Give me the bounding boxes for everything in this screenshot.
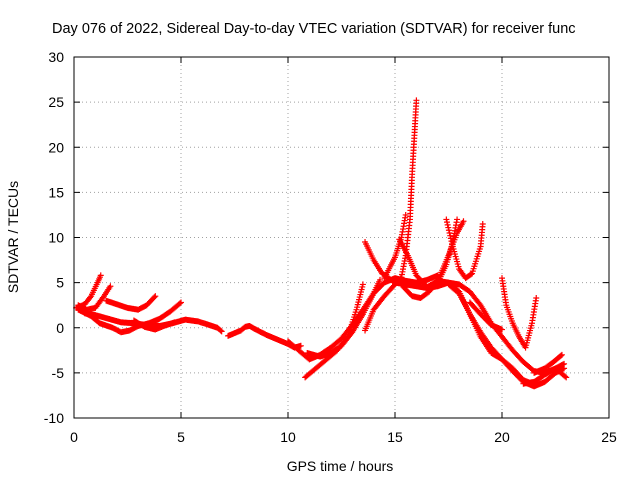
plus-markers	[443, 216, 486, 282]
series-arc-19	[466, 299, 505, 333]
series-layer	[73, 97, 570, 390]
y-tick-label: 25	[48, 94, 64, 110]
series-arc-22	[520, 365, 570, 387]
series-arc-4	[103, 293, 159, 313]
y-axis-label: SDTVAR / TECUs	[5, 181, 21, 293]
y-tick-label: -10	[44, 410, 64, 426]
series-arc-6	[130, 317, 178, 333]
x-tick-label: 20	[494, 429, 510, 445]
series-arc-8	[302, 281, 366, 381]
plus-markers	[499, 275, 540, 351]
y-tick-label: 20	[48, 139, 64, 155]
plus-markers	[103, 293, 159, 313]
series-arc-12	[362, 97, 420, 334]
series-arc-10	[304, 276, 384, 360]
x-tick-label: 15	[387, 429, 403, 445]
chart-title: Day 076 of 2022, Sidereal Day-to-day VTE…	[52, 21, 576, 37]
tick-layer: 0 5 10 15 20 25 -10 -5 0 5 10 15 20 25 30	[44, 49, 617, 445]
y-tick-label: 5	[56, 275, 64, 291]
x-tick-label: 10	[280, 429, 296, 445]
x-tick-label: 5	[177, 429, 185, 445]
plus-markers	[130, 317, 178, 333]
x-tick-label: 0	[70, 429, 78, 445]
plus-markers	[302, 281, 366, 381]
plus-markers	[445, 281, 568, 390]
y-tick-label: 15	[48, 184, 64, 200]
x-axis-label: GPS time / hours	[287, 458, 394, 474]
y-tick-label: 10	[48, 230, 64, 246]
y-tick-label: 30	[48, 49, 64, 65]
plus-markers	[520, 365, 570, 387]
plus-markers	[466, 299, 505, 333]
plus-markers	[304, 276, 384, 360]
series-arc-16	[443, 216, 486, 282]
series-arc-20	[499, 275, 540, 351]
plus-markers	[531, 351, 565, 376]
series-arc-21	[531, 351, 565, 376]
plus-markers	[362, 97, 420, 334]
plus-markers	[75, 283, 114, 313]
y-tick-label: -5	[52, 365, 65, 381]
series-arc-3	[75, 283, 114, 313]
y-tick-label: 0	[56, 320, 64, 336]
series-arc-18	[445, 281, 568, 390]
x-tick-label: 25	[601, 429, 617, 445]
